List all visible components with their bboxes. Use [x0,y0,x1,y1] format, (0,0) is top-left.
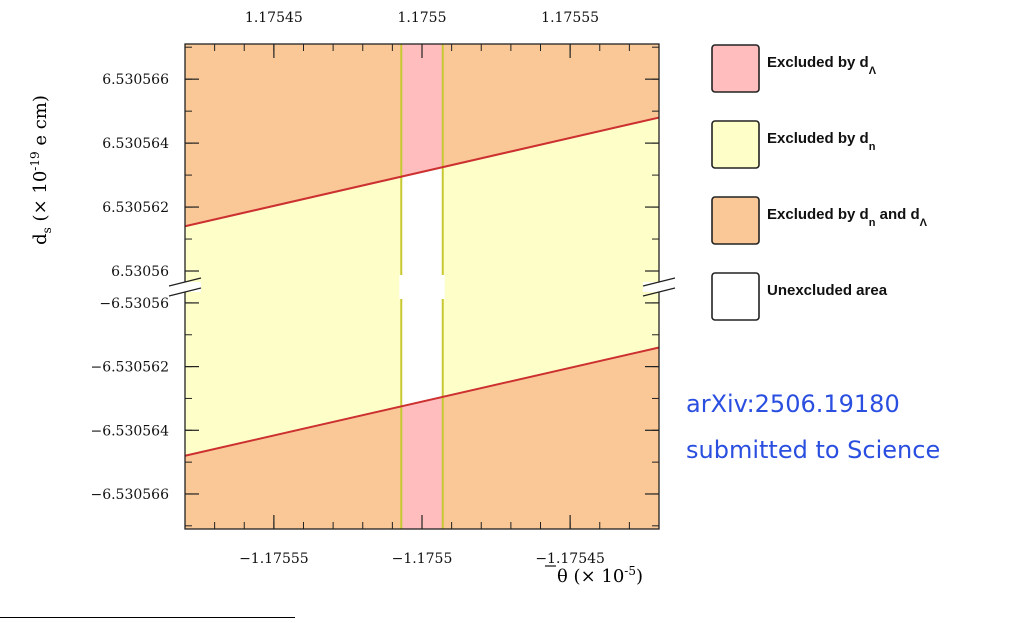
x-top-tick-label: 1.17545 [245,10,303,26]
x-top-tick-label: 1.1755 [398,10,447,26]
submission-note: submitted to Science [686,436,941,464]
axis-break-mark [642,287,676,297]
axis-break-mask [169,282,201,292]
y-axis-subscript: s [40,227,54,233]
legend-swatch [711,44,760,93]
y-axis-unit: (× 10 [30,171,51,227]
legend-swatch [711,196,760,245]
y-upper-tick-label: 6.530562 [102,200,169,216]
y-axis-close: e cm) [30,95,51,151]
legend-entry-subscript: n [869,217,876,229]
legend-entry: Excluded by dn and dΛ [767,206,928,229]
y-lower-tick-label: −6.530562 [90,360,169,376]
legend-entry-subscript: Λ [869,65,877,77]
axis-break-mask [643,282,675,292]
legend-entry-tail: and d [875,206,919,223]
legend-entry-text: Excluded by d [767,130,869,147]
x-axis-exponent: -5 [624,564,636,578]
x-tick-label: −1.17555 [239,551,309,567]
legend-swatch [711,120,760,169]
axis-break-mark [168,287,202,297]
legend-entry: Excluded by dΛ [767,54,877,77]
axis-layer: −1.17555 −1.1755 −1.17545 1.17545 1.1755 1.17… [28,10,676,587]
legend-entry: Unexcluded area [767,282,888,299]
plot-layer [184,44,660,529]
y-upper-tick-label: 6.530564 [102,136,169,152]
axis-break-mark [168,277,202,287]
y-upper-tick-label: 6.530566 [102,72,169,88]
x-tick-label: −1.17545 [535,551,605,567]
dn-boundary-lower [184,346,660,457]
x-axis-symbol: θ [557,566,568,587]
legend-entry-text: Unexcluded area [767,282,888,299]
legend-entry-subscript: n [869,141,876,153]
y-lower-tick-label: −6.530564 [90,423,169,439]
y-axis-symbol: d [30,233,51,245]
x-axis-close: ) [636,566,643,587]
y-axis-label: ds (× 10-19 e cm) [28,95,54,245]
x-axis-unit: (× 10 [568,566,624,587]
y-upper-tick-label: 6.53056 [111,264,169,280]
y-lower-tick-label: −6.530566 [90,487,169,503]
y-axis-exponent: -19 [28,151,42,170]
legend-entry-text: Excluded by d [767,54,869,71]
legend-swatch [711,272,760,321]
axis-break-mark [642,277,676,287]
arxiv-reference[interactable]: arXiv:2506.19180 [686,390,900,418]
x-top-tick-label: 1.17555 [541,10,599,26]
dn-boundary-upper [184,116,660,228]
y-lower-tick-label: −6.53056 [99,296,169,312]
legend-entry-text: Excluded by d [767,206,869,223]
legend-entry-tail-subscript: Λ [920,217,928,229]
legend-entry: Excluded by dn [767,130,876,153]
x-axis-label: θ (× 10-5) [557,564,643,587]
axis-break-gap [399,275,445,299]
x-tick-label: −1.1755 [392,551,453,567]
